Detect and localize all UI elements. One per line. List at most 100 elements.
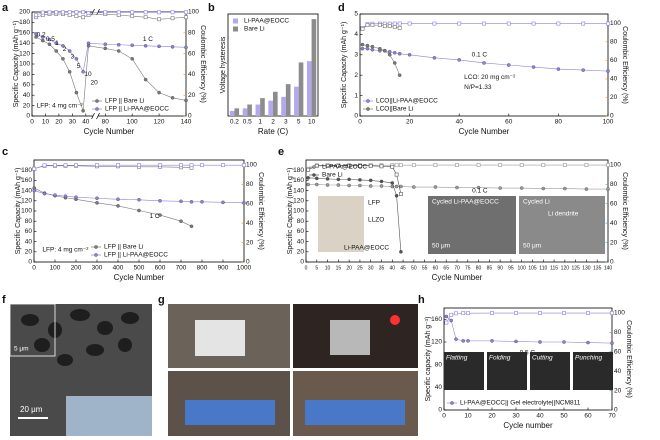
marker [379,179,384,184]
x-tick-label: 70 [608,413,616,420]
legend-label: LFP || Li-PAA@EOCC [105,106,169,113]
marker [74,14,79,19]
marker [368,178,373,183]
panel-label: g [158,294,165,306]
y-tick-label: 100 [21,208,32,215]
marker [541,163,546,167]
panel-label: a [2,2,9,14]
x-tick-label: 30 [69,119,77,126]
marker [407,21,412,26]
y-tick-label: 0 [354,113,358,120]
scale-label: 50 μm [432,243,450,250]
pores [21,309,139,366]
x-tick-label: 900 [218,265,229,272]
marker [81,109,85,113]
inset-label: LLZO [368,217,384,224]
marker [336,177,341,182]
x-tick-label: 135 [593,265,602,271]
x-axis-title: Cycle Number [114,273,165,282]
x-tick-label: 0.5 [243,119,252,126]
photo [530,352,570,390]
marker [347,177,351,182]
marker [407,53,412,57]
marker [388,49,392,54]
marker [399,250,403,254]
y2-tick-label: 0 [610,113,614,120]
legend-marker [366,99,370,103]
y2-tick-label: 60 [610,200,618,207]
marker [47,10,52,15]
y2-tick-label: 0 [246,259,250,266]
marker [184,15,188,20]
marker [531,65,536,69]
x-tick-label: 0 [32,265,36,272]
marker [137,198,141,202]
marker [170,10,175,15]
y-tick-label: 80 [23,71,31,78]
marker [41,35,45,39]
marker [377,23,382,28]
x-tick-label: 0 [358,119,362,126]
x-tick-label: 100 [518,265,527,271]
marker [74,90,79,95]
y-tick-label: 0 [300,259,304,266]
marker [81,70,85,74]
y-tick-label: 120 [431,339,442,346]
x-tick-label: 100 [603,119,614,126]
x-tick-label: 40 [82,119,90,126]
marker [103,10,108,15]
x-axis-title: Rate (C) [258,127,289,136]
legend-label: Li-PAA@EOCC [244,18,289,25]
marker [449,312,454,317]
marker [466,311,470,316]
charts: 0204060801001201401601802000204060801000… [13,9,632,430]
inset-label: Folding [489,355,511,362]
marker [130,43,134,48]
y2-tick-label: 60 [246,200,254,207]
marker [482,21,486,26]
marker [455,185,459,190]
x-tick-label: 50 [560,413,568,420]
marker [157,17,161,22]
marker [42,191,47,196]
y-axis-title: Voltage hysteresis [220,36,227,93]
legend-marker [94,245,98,249]
y-tick-label: 0 [26,113,30,120]
marker [158,163,162,168]
x-tick-label: 35 [379,265,385,271]
x-tick-label: 200 [71,265,82,272]
y-tick-label: 160 [21,177,32,184]
marker [461,311,466,316]
annotation: LCO: 20 mg cm⁻² [464,74,516,81]
marker [157,90,161,95]
marker [315,176,319,181]
marker [370,47,375,52]
marker [67,70,72,74]
y-tick-label: 140 [21,187,32,194]
marker [242,201,246,205]
legend-label: Bare Li [322,172,343,179]
scale-label: 50 μm [523,243,541,250]
bar [268,100,273,116]
annotation: 0.2 [37,32,46,39]
inset-label: Flatting [446,355,468,362]
bar [242,108,248,116]
marker [315,182,319,187]
marker [67,49,72,53]
y-tick-label: 160 [431,316,442,323]
marker [103,46,108,51]
marker [116,163,120,168]
photo-detail [305,400,405,425]
marker [74,10,79,15]
y2-tick-label: 20 [188,92,196,99]
x-tick-label: 125 [571,265,580,271]
y-tick-label: 160 [19,30,30,37]
marker [519,163,524,167]
x-tick-label: 140 [181,119,192,126]
marker [563,186,567,191]
bar [281,96,286,116]
marker [581,68,585,72]
y-tick-label: 80 [435,361,443,368]
series-line [446,316,613,344]
marker [184,98,188,103]
